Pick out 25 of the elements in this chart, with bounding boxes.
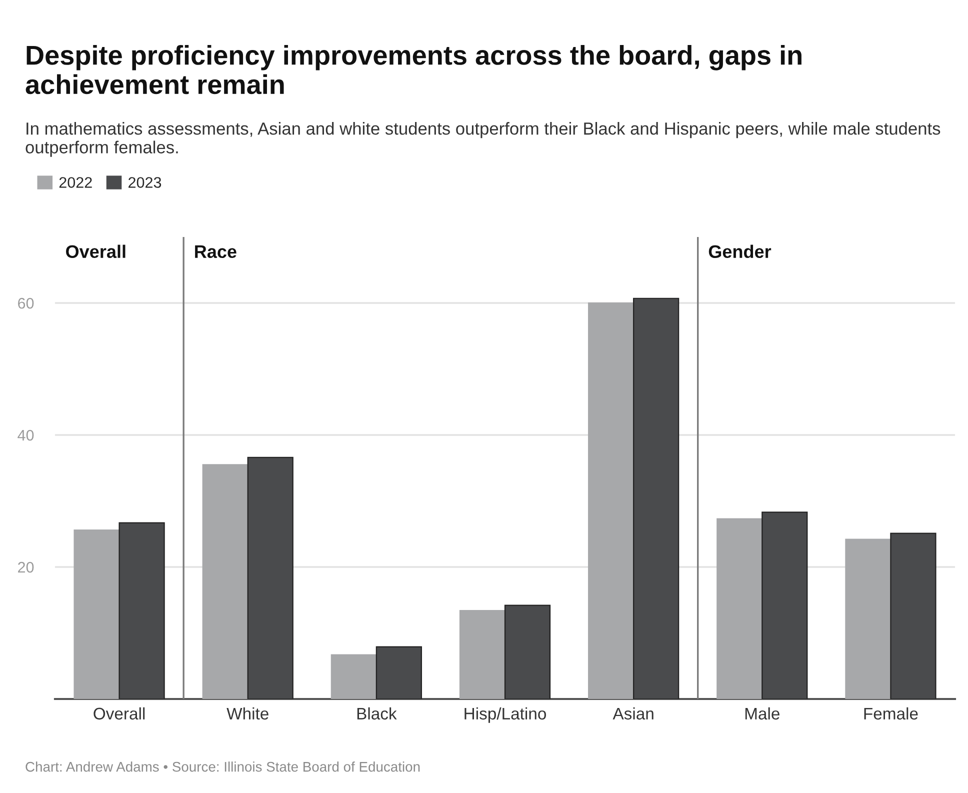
- annotation: Race: [195, 245, 236, 258]
- bar: [845, 538, 892, 699]
- bar: [330, 654, 377, 699]
- x-tick-label: Black: [357, 707, 397, 720]
- legend-label: 2022: [59, 177, 92, 188]
- x-tick-label: Hisp/Latino: [464, 707, 546, 723]
- x-tick-label: Overall: [94, 707, 145, 720]
- annotation: Overall: [66, 244, 126, 258]
- chart-subtitle: In mathematics assessments, Asian and white students outperform their Black and Hispanic peers, while male students outperform females.: [26, 122, 940, 157]
- y-tick-label: 40: [18, 430, 34, 441]
- annotation: Gender: [708, 244, 772, 258]
- text: Chart: Andrew Adams • Source: Illinois State Board of Education: [26, 762, 420, 772]
- y-tick-label: 60: [18, 298, 34, 309]
- x-tick-label: Male: [745, 707, 780, 720]
- x-tick-label: Female: [864, 707, 918, 720]
- bar: [74, 529, 120, 699]
- legend-label: 2023: [128, 177, 162, 188]
- bar: [459, 610, 506, 699]
- x-tick-label: White: [226, 707, 268, 720]
- bar: [716, 518, 763, 699]
- x-tick-label: Asian: [612, 707, 654, 720]
- y-tick-label: 20: [18, 562, 34, 573]
- chart-title: Despite proficiency improvements across the board, gaps in achievement remain: [26, 45, 802, 94]
- bar: [202, 464, 248, 699]
- bar: [588, 302, 634, 699]
